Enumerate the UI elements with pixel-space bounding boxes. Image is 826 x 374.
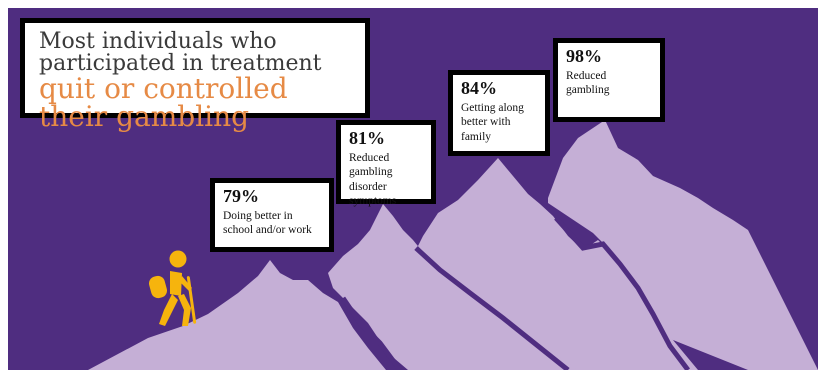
- mountain-front: [88, 260, 386, 370]
- infographic-canvas: Most individuals who participated in tre…: [8, 8, 818, 370]
- mountain-middle: [418, 158, 698, 370]
- mountain-range: [88, 120, 818, 370]
- mountain-ridge-line: [414, 246, 570, 370]
- stat-card-family: 84% Getting along better with family: [448, 70, 550, 156]
- mountain-ridge-line: [340, 296, 403, 370]
- stat-card-disorder-symptoms: 81% Reduced gambling disorder symptoms: [336, 120, 436, 207]
- mountain-ridge-line: [554, 216, 690, 370]
- stat-percent: 98%: [566, 46, 602, 66]
- headline-box: Most individuals who participated in tre…: [20, 18, 370, 131]
- mountain-back: [548, 120, 818, 370]
- stat-description: Getting along better with family: [461, 101, 524, 143]
- headline-lead: Most individuals who participated in tre…: [39, 29, 322, 76]
- stat-percent: 84%: [461, 78, 497, 98]
- stat-description: Reduced gambling disorder symptoms: [349, 151, 397, 207]
- stat-card-school-work: 79% Doing better in school and/or work: [210, 178, 334, 252]
- hiker-icon: [148, 250, 197, 326]
- headline-accent: quit or controlled their gambling: [39, 72, 288, 133]
- stat-description: Doing better in school and/or work: [223, 209, 312, 237]
- stat-percent: 81%: [349, 128, 385, 148]
- stat-description: Reduced gambling: [566, 69, 610, 97]
- stat-percent: 79%: [223, 186, 259, 206]
- stat-card-reduced-gambling: 98% Reduced gambling: [553, 38, 665, 122]
